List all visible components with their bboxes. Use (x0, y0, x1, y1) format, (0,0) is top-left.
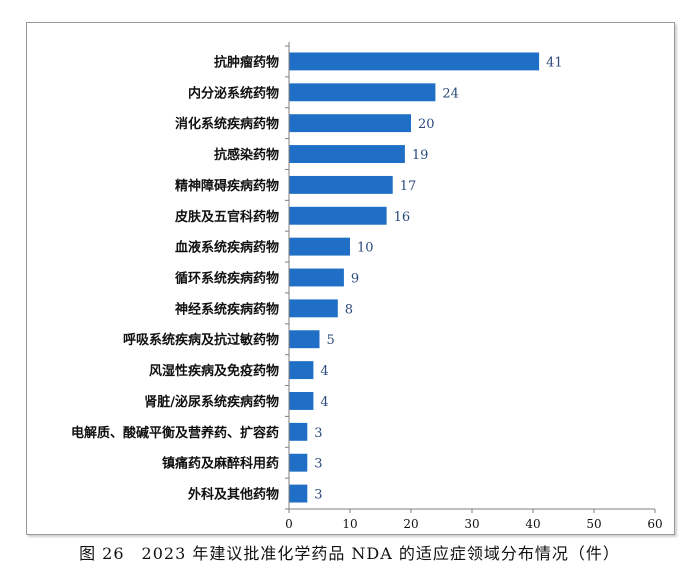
category-label: 镇痛药及麻醉科用药 (162, 456, 279, 472)
x-tick-label: 50 (586, 517, 601, 531)
category-label: 循环系统疾病药物 (175, 271, 279, 287)
x-tick-label: 30 (464, 517, 479, 531)
value-label: 3 (314, 457, 322, 472)
category-label: 内分泌系统药物 (188, 85, 279, 101)
value-label: 4 (320, 395, 328, 410)
category-label: 抗肿瘤药物 (214, 54, 279, 70)
value-label: 4 (320, 364, 328, 379)
value-label: 3 (314, 488, 322, 503)
category-label: 风湿性疾病及免疫药物 (149, 363, 279, 379)
value-label: 9 (351, 272, 359, 287)
category-label: 呼吸系统疾病及抗过敏药物 (123, 332, 279, 348)
value-labels: 41 24 20 19 17 16 10 9 8 5 4 4 3 3 3 (314, 55, 562, 502)
bar (289, 453, 308, 472)
x-tick-label: 60 (647, 517, 662, 531)
value-label: 20 (418, 117, 435, 132)
category-label: 精神障碍疾病药物 (175, 178, 279, 194)
bar (289, 145, 405, 163)
bar (289, 484, 308, 503)
value-label: 5 (327, 333, 335, 348)
value-label: 16 (394, 210, 411, 225)
bar-chart: 抗肿瘤药物内分泌系统药物消化系统疾病药物抗感染药物精神障碍疾病药物皮肤及五官科药… (71, 42, 663, 531)
value-label: 17 (400, 179, 417, 194)
category-label: 皮肤及五官科药物 (174, 209, 279, 225)
category-label: 神经系统疾病药物 (175, 301, 279, 317)
x-tick-label: 0 (285, 517, 293, 531)
value-label: 10 (357, 241, 374, 256)
category-label: 电解质、酸碱平衡及营养药、扩容药 (71, 425, 279, 441)
bar (289, 175, 393, 194)
bar (289, 361, 314, 380)
value-label: 8 (345, 302, 353, 317)
value-label: 41 (546, 55, 563, 70)
category-label: 消化系统疾病药物 (175, 116, 279, 132)
bar (289, 268, 344, 287)
bar (289, 330, 320, 349)
chart-frame: 抗肿瘤药物内分泌系统药物消化系统疾病药物抗感染药物精神障碍疾病药物 皮肤及五官科药… (26, 22, 675, 535)
axes: 0 10 20 30 40 50 60 (285, 42, 663, 531)
category-labels: 抗肿瘤药物内分泌系统药物消化系统疾病药物抗感染药物精神障碍疾病药物皮肤及五官科药… (71, 54, 279, 502)
bar (289, 422, 308, 441)
bar (289, 392, 314, 410)
figure-caption: 图 26 2023 年建议批准化学药品 NDA 的适应症领域分布情况（件） (79, 544, 620, 563)
bar (289, 83, 436, 102)
x-tick-label: 40 (525, 517, 540, 531)
bar (289, 52, 540, 71)
bar (289, 299, 338, 318)
category-label: 外科及其他药物 (187, 487, 279, 503)
bar (289, 114, 411, 133)
x-tick-label: 20 (403, 517, 418, 531)
bar (289, 206, 387, 225)
value-label: 19 (412, 148, 429, 163)
bars-layer (289, 52, 540, 503)
category-label: 肾脏/泌尿系统疾病药物 (144, 394, 279, 410)
category-label: 血液系统疾病药物 (175, 240, 279, 256)
value-label: 3 (314, 426, 322, 441)
value-label: 24 (442, 86, 459, 101)
x-tick-label: 10 (342, 517, 357, 531)
bar (289, 237, 350, 256)
category-label: 抗感染药物 (214, 147, 279, 163)
